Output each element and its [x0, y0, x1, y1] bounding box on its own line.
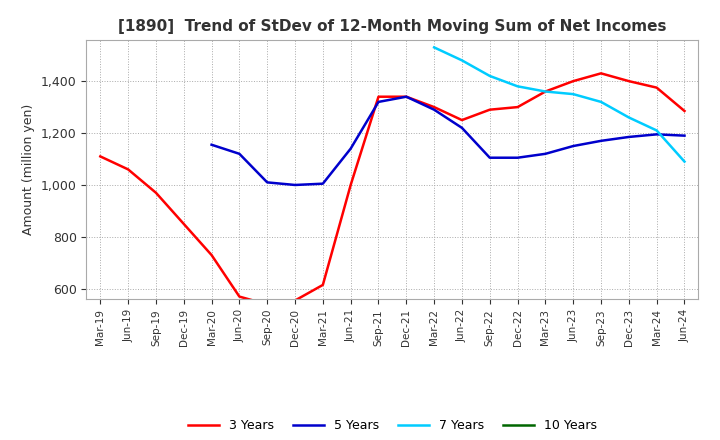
5 Years [430, 107, 438, 112]
3 Years [458, 117, 467, 123]
7 Years [597, 99, 606, 105]
Y-axis label: Amount (million yen): Amount (million yen) [22, 104, 35, 235]
Line: 5 Years: 5 Years [212, 97, 685, 185]
7 Years [458, 58, 467, 63]
3 Years [291, 298, 300, 303]
5 Years [680, 133, 689, 138]
7 Years [513, 84, 522, 89]
5 Years [291, 182, 300, 187]
7 Years [430, 45, 438, 50]
3 Years [179, 221, 188, 227]
5 Years [374, 99, 383, 105]
3 Years [318, 282, 327, 288]
3 Years [652, 85, 661, 90]
3 Years [124, 167, 132, 172]
5 Years [541, 151, 550, 157]
3 Years [96, 154, 104, 159]
5 Years [624, 134, 633, 139]
5 Years [318, 181, 327, 186]
3 Years [374, 94, 383, 99]
3 Years [624, 78, 633, 84]
7 Years [624, 115, 633, 120]
5 Years [569, 143, 577, 149]
3 Years [402, 94, 410, 99]
3 Years [346, 182, 355, 187]
3 Years [541, 89, 550, 94]
3 Years [152, 190, 161, 195]
3 Years [263, 302, 271, 307]
Line: 7 Years: 7 Years [434, 48, 685, 161]
5 Years [263, 180, 271, 185]
5 Years [346, 146, 355, 151]
5 Years [652, 132, 661, 137]
5 Years [485, 155, 494, 160]
3 Years [235, 294, 243, 299]
Title: [1890]  Trend of StDev of 12-Month Moving Sum of Net Incomes: [1890] Trend of StDev of 12-Month Moving… [118, 19, 667, 34]
3 Years [207, 253, 216, 258]
3 Years [680, 108, 689, 114]
3 Years [513, 104, 522, 110]
5 Years [207, 142, 216, 147]
3 Years [430, 104, 438, 110]
3 Years [569, 78, 577, 84]
5 Years [235, 151, 243, 157]
3 Years [485, 107, 494, 112]
5 Years [402, 94, 410, 99]
7 Years [569, 92, 577, 97]
5 Years [458, 125, 467, 131]
5 Years [513, 155, 522, 160]
7 Years [485, 73, 494, 79]
3 Years [597, 71, 606, 76]
7 Years [680, 159, 689, 164]
5 Years [597, 138, 606, 143]
Legend: 3 Years, 5 Years, 7 Years, 10 Years: 3 Years, 5 Years, 7 Years, 10 Years [183, 414, 602, 437]
7 Years [541, 89, 550, 94]
Line: 3 Years: 3 Years [100, 73, 685, 304]
7 Years [652, 128, 661, 133]
